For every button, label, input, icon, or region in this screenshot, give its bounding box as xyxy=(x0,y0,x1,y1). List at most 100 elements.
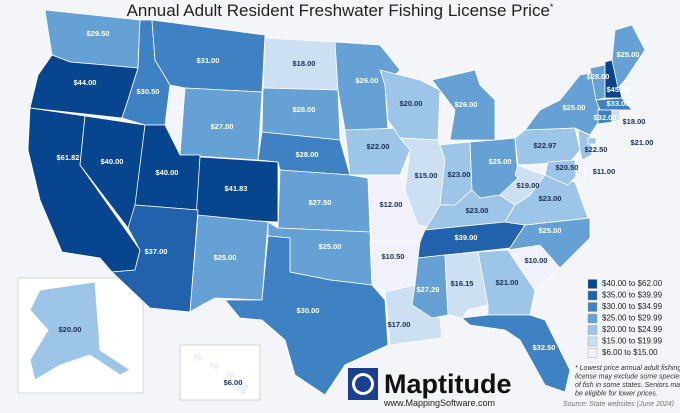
state-label: $61.82 xyxy=(57,153,80,162)
state-label: $20.00 xyxy=(59,325,82,334)
state xyxy=(277,169,371,233)
state-label: $21.00 xyxy=(631,138,654,147)
state-label: $45.00 xyxy=(607,85,630,94)
legend-label: $20.00 to $24.99 xyxy=(602,325,663,334)
state xyxy=(611,109,621,123)
state-label: $12.00 xyxy=(380,200,403,209)
state-label: $20.50 xyxy=(556,163,579,172)
state-label: $19.00 xyxy=(517,181,540,190)
hawaii-inset xyxy=(179,344,261,401)
state-label: $37.00 xyxy=(145,247,168,256)
legend: $40.00 to $62.00 $35.00 to $39.99 $30.00 t… xyxy=(587,279,663,358)
state xyxy=(461,314,571,393)
state-label: $20.00 xyxy=(400,99,423,108)
state-label: $30.00 xyxy=(297,306,320,315)
state xyxy=(344,127,411,176)
footnote-line: license may exclude some species xyxy=(575,374,680,381)
legend-label: $15.00 to $19.99 xyxy=(602,337,663,346)
state xyxy=(369,241,421,293)
state-label: $17.00 xyxy=(388,320,411,329)
logo-name: Maptitude xyxy=(384,369,512,399)
state xyxy=(261,87,341,141)
legend-swatch xyxy=(587,313,598,324)
legend-swatch xyxy=(587,279,598,289)
footnote-line: of fish in some states. Seniors may xyxy=(575,382,680,389)
title-mark: * xyxy=(550,2,554,12)
state-label: $23.00 xyxy=(539,194,562,203)
footnote-line: * Lowest price annual adult fishing xyxy=(575,365,680,372)
state xyxy=(587,137,597,145)
legend-label: $40.00 to $62.00 xyxy=(602,279,663,288)
state xyxy=(224,235,389,396)
state-label: $22.50 xyxy=(585,145,608,154)
state-label: $15.00 xyxy=(415,171,438,180)
legend-swatch xyxy=(587,302,598,312)
state-labels: $29.50 $44.00 $61.82 $40.00 $30.50 $31.00 $27.… xyxy=(57,29,654,387)
state-label: $25.00 xyxy=(563,103,586,112)
logo-globe-inner xyxy=(355,376,371,392)
state-label: $44.00 xyxy=(74,78,97,87)
state xyxy=(29,281,131,381)
state-label: $33.00 xyxy=(607,99,630,108)
state-label: $32.50 xyxy=(533,343,556,352)
state xyxy=(544,159,577,186)
state-label: $21.00 xyxy=(496,278,519,287)
state-label: $32.00 xyxy=(594,113,617,122)
state-label: $25.00 xyxy=(214,253,237,262)
legend-label: $30.00 to $34.99 xyxy=(602,302,663,311)
states xyxy=(27,9,646,397)
state-label: $25.00 xyxy=(539,226,562,235)
legend-swatch xyxy=(587,290,598,301)
state-label: $23.00 xyxy=(466,206,489,215)
state-label: $29.50 xyxy=(87,29,110,38)
state-label: $40.00 xyxy=(156,168,179,177)
logo: Maptitude www.MappingSoftware.com xyxy=(348,368,512,408)
state-label: $11.00 xyxy=(593,167,616,176)
state-label: $25.00 xyxy=(489,157,512,166)
legend-label: $6.00 to $15.00 xyxy=(602,348,658,357)
legend-swatch xyxy=(587,348,598,358)
state-label: $31.00 xyxy=(197,56,220,65)
legend-label: $35.00 to $39.99 xyxy=(602,291,663,300)
title-text: Annual Adult Resident Freshwater Fishing… xyxy=(127,1,550,20)
state-label: $28.00 xyxy=(587,72,610,81)
legend-label: $25.00 to $29.99 xyxy=(602,314,663,323)
state-label: $27.29 xyxy=(417,285,440,294)
state-label: $28.00 xyxy=(296,150,319,159)
state-label: $22.97 xyxy=(534,141,557,150)
state-label: $26.00 xyxy=(455,100,478,109)
state-label: $25.00 xyxy=(617,50,640,59)
state-label: $41.83 xyxy=(225,184,248,193)
state xyxy=(191,352,251,397)
state-label: $10.00 xyxy=(525,256,548,265)
footnote: * Lowest price annual adult fishing licen… xyxy=(575,365,680,398)
source: Source: State websites (June 2024) xyxy=(563,401,674,408)
state xyxy=(334,41,401,131)
state-label: $16.15 xyxy=(451,279,474,288)
state-label: $30.50 xyxy=(137,87,160,96)
state xyxy=(611,24,646,89)
legend-swatch xyxy=(587,325,598,335)
title: Annual Adult Resident Freshwater Fishing… xyxy=(127,1,554,20)
state-label: $18.00 xyxy=(293,59,316,68)
legend-swatch xyxy=(587,336,598,347)
state-label: $40.00 xyxy=(101,157,124,166)
state-label: $22.00 xyxy=(367,142,390,151)
state-label: $6.00 xyxy=(224,378,243,387)
state-label: $10.50 xyxy=(382,252,405,261)
state-label: $26.00 xyxy=(356,76,379,85)
state-label: $39.00 xyxy=(455,233,478,242)
state-label: $28.00 xyxy=(293,105,316,114)
state xyxy=(189,214,269,313)
state-label: $25.00 xyxy=(319,242,342,251)
state xyxy=(499,164,546,206)
state-label: $18.00 xyxy=(623,117,646,126)
state-label: $27.00 xyxy=(211,122,234,131)
state-label: $23.00 xyxy=(448,170,471,179)
state xyxy=(431,69,496,141)
state xyxy=(577,129,593,161)
footnote-line: be eligible for lower prices. xyxy=(575,391,658,398)
state-label: $27.50 xyxy=(309,198,332,207)
logo-url: www.MappingSoftware.com xyxy=(383,398,495,408)
